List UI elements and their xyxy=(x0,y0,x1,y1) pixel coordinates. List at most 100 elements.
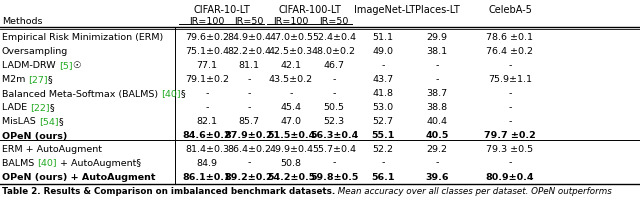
Text: 38.8: 38.8 xyxy=(426,103,447,112)
Text: 48.0±0.2: 48.0±0.2 xyxy=(312,47,356,56)
Text: 81.1: 81.1 xyxy=(239,62,259,70)
Text: 52.2: 52.2 xyxy=(372,145,394,153)
Text: -: - xyxy=(508,159,512,167)
Text: -: - xyxy=(247,159,251,167)
Text: 56.1: 56.1 xyxy=(371,173,395,182)
Text: 51.5±0.4: 51.5±0.4 xyxy=(267,132,315,140)
Text: CelebA-5: CelebA-5 xyxy=(488,5,532,15)
Text: 46.7: 46.7 xyxy=(323,62,344,70)
Text: -: - xyxy=(508,62,512,70)
Text: 84.9±0.4: 84.9±0.4 xyxy=(227,33,271,43)
Text: 87.9±0.2: 87.9±0.2 xyxy=(225,132,273,140)
Text: -: - xyxy=(332,89,336,99)
Text: 79.6±0.2: 79.6±0.2 xyxy=(185,33,229,43)
Text: 45.4: 45.4 xyxy=(280,103,301,112)
Text: 86.1±0.1: 86.1±0.1 xyxy=(182,173,231,182)
Text: 55.1: 55.1 xyxy=(371,132,395,140)
Text: -: - xyxy=(508,89,512,99)
Text: [27]: [27] xyxy=(28,76,48,85)
Text: -: - xyxy=(205,89,209,99)
Text: Oversampling: Oversampling xyxy=(2,47,68,56)
Text: -: - xyxy=(435,159,438,167)
Text: 85.7: 85.7 xyxy=(239,118,259,126)
Text: §: § xyxy=(58,118,63,126)
Text: 43.7: 43.7 xyxy=(372,76,394,85)
Text: [5]: [5] xyxy=(59,62,72,70)
Text: 42.1: 42.1 xyxy=(280,62,301,70)
Text: 52.4±0.4: 52.4±0.4 xyxy=(312,33,356,43)
Text: IR=50: IR=50 xyxy=(319,17,349,25)
Text: 52.3: 52.3 xyxy=(323,118,344,126)
Text: 47.0±0.5: 47.0±0.5 xyxy=(269,33,313,43)
Text: ☉: ☉ xyxy=(72,62,81,70)
Text: OPeN (ours) + AutoAugment: OPeN (ours) + AutoAugment xyxy=(2,173,156,182)
Text: 49.9±0.4: 49.9±0.4 xyxy=(269,145,313,153)
Text: 40.4: 40.4 xyxy=(426,118,447,126)
Text: Table 2. Results & Comparison on imbalanced benchmark datasets.: Table 2. Results & Comparison on imbalan… xyxy=(2,188,335,196)
Text: 50.8: 50.8 xyxy=(280,159,301,167)
Text: 84.9: 84.9 xyxy=(196,159,218,167)
Text: [40]: [40] xyxy=(161,89,180,99)
Text: 38.7: 38.7 xyxy=(426,89,447,99)
Text: BALMS: BALMS xyxy=(2,159,37,167)
Text: Empirical Risk Minimization (ERM): Empirical Risk Minimization (ERM) xyxy=(2,33,163,43)
Text: + AutoAugment§: + AutoAugment§ xyxy=(57,159,141,167)
Text: 82.1: 82.1 xyxy=(196,118,218,126)
Text: §: § xyxy=(180,89,186,99)
Text: -: - xyxy=(247,89,251,99)
Text: §: § xyxy=(48,76,52,85)
Text: 75.1±0.4: 75.1±0.4 xyxy=(185,47,229,56)
Text: 77.1: 77.1 xyxy=(196,62,218,70)
Text: -: - xyxy=(508,103,512,112)
Text: 56.3±0.4: 56.3±0.4 xyxy=(310,132,358,140)
Text: -: - xyxy=(381,159,385,167)
Text: 49.0: 49.0 xyxy=(372,47,394,56)
Text: CIFAR-10-LT: CIFAR-10-LT xyxy=(193,5,250,15)
Text: -: - xyxy=(332,76,336,85)
Text: 84.6±0.2: 84.6±0.2 xyxy=(182,132,231,140)
Text: IR=100: IR=100 xyxy=(189,17,225,25)
Text: [40]: [40] xyxy=(37,159,57,167)
Text: 43.5±0.2: 43.5±0.2 xyxy=(269,76,313,85)
Text: 81.4±0.3: 81.4±0.3 xyxy=(185,145,229,153)
Text: Methods: Methods xyxy=(2,17,42,25)
Text: 89.2±0.2: 89.2±0.2 xyxy=(225,173,273,182)
Text: -: - xyxy=(332,159,336,167)
Text: 38.1: 38.1 xyxy=(426,47,447,56)
Text: LADM-DRW: LADM-DRW xyxy=(2,62,59,70)
Text: -: - xyxy=(289,89,292,99)
Text: 78.6 ±0.1: 78.6 ±0.1 xyxy=(486,33,534,43)
Text: 42.5±0.3: 42.5±0.3 xyxy=(269,47,313,56)
Text: 76.4 ±0.2: 76.4 ±0.2 xyxy=(486,47,534,56)
Text: 80.9±0.4: 80.9±0.4 xyxy=(486,173,534,182)
Text: -: - xyxy=(381,62,385,70)
Text: 82.2±0.4: 82.2±0.4 xyxy=(227,47,271,56)
Text: 41.8: 41.8 xyxy=(372,89,394,99)
Text: 47.0: 47.0 xyxy=(280,118,301,126)
Text: 51.1: 51.1 xyxy=(372,33,394,43)
Text: OPeN (ours): OPeN (ours) xyxy=(2,132,67,140)
Text: 53.0: 53.0 xyxy=(372,103,394,112)
Text: 79.1±0.2: 79.1±0.2 xyxy=(185,76,229,85)
Text: 86.4±0.2: 86.4±0.2 xyxy=(227,145,271,153)
Text: M2m: M2m xyxy=(2,76,28,85)
Text: 79.7 ±0.2: 79.7 ±0.2 xyxy=(484,132,536,140)
Text: 55.7±0.4: 55.7±0.4 xyxy=(312,145,356,153)
Text: -: - xyxy=(205,103,209,112)
Text: 52.7: 52.7 xyxy=(372,118,394,126)
Text: MisLAS: MisLAS xyxy=(2,118,39,126)
Text: [54]: [54] xyxy=(39,118,58,126)
Text: LADE: LADE xyxy=(2,103,30,112)
Text: Places-LT: Places-LT xyxy=(415,5,460,15)
Text: 40.5: 40.5 xyxy=(426,132,449,140)
Text: 79.3 ±0.5: 79.3 ±0.5 xyxy=(486,145,534,153)
Text: -: - xyxy=(247,103,251,112)
Text: -: - xyxy=(247,76,251,85)
Text: Mean accuracy over all classes per dataset. OPeN outperforms: Mean accuracy over all classes per datas… xyxy=(335,188,612,196)
Text: Balanced Meta-Softmax (BALMS): Balanced Meta-Softmax (BALMS) xyxy=(2,89,161,99)
Text: -: - xyxy=(435,62,438,70)
Text: CIFAR-100-LT: CIFAR-100-LT xyxy=(278,5,341,15)
Text: 29.9: 29.9 xyxy=(426,33,447,43)
Text: 59.8±0.5: 59.8±0.5 xyxy=(310,173,358,182)
Text: -: - xyxy=(508,118,512,126)
